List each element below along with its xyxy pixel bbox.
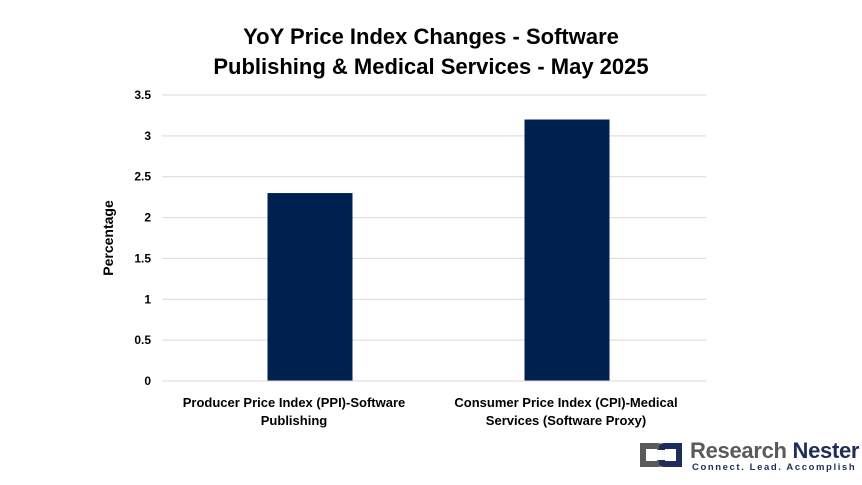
y-tick-label: 0 <box>144 374 151 388</box>
y-tick-label: 3.5 <box>134 88 151 102</box>
chart-title: YoY Price Index Changes - Software Publi… <box>0 22 862 82</box>
research-nester-logo: Research Nester Connect. Lead. Accomplis… <box>636 436 859 476</box>
y-tick-label: 1 <box>144 292 151 306</box>
y-tick-label: 2 <box>144 211 151 225</box>
x-category-label: Producer Price Index (PPI)-Software Publi… <box>183 395 406 428</box>
x-category-label: Consumer Price Index (CPI)-Medical Servic… <box>454 395 677 428</box>
chart-title-line-2: Publishing & Medical Services - May 2025 <box>213 54 649 79</box>
y-tick-label: 1.5 <box>134 251 151 265</box>
y-tick-label: 2.5 <box>134 170 151 184</box>
bar <box>524 119 610 381</box>
chart-title-line-1: YoY Price Index Changes - Software <box>243 24 619 49</box>
brand-name: Research Nester <box>690 438 859 464</box>
y-tick-label: 0.5 <box>134 333 151 347</box>
x-axis-category-labels: Producer Price Index (PPI)-Software Publi… <box>183 395 678 428</box>
brand-name-part-1: Research <box>690 438 787 463</box>
bar <box>267 193 353 381</box>
y-tick-label: 3 <box>144 129 151 143</box>
gridlines <box>162 94 706 341</box>
y-axis-label: Percentage <box>100 200 116 276</box>
bars <box>267 119 610 381</box>
y-axis-tick-labels: 0 0.5 1 1.5 2 2.5 3 3.5 <box>134 88 151 388</box>
brand-tagline: Connect. Lead. Accomplish <box>692 462 857 473</box>
brand-name-part-2: Nester <box>792 438 860 463</box>
research-nester-logo-icon <box>640 443 682 467</box>
